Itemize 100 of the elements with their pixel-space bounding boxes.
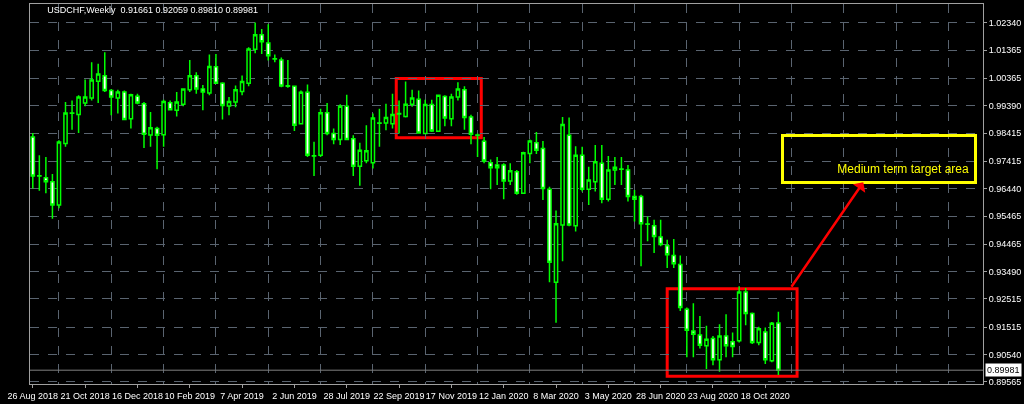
candlestick — [285, 59, 291, 89]
candlestick — [82, 78, 88, 108]
candlestick — [468, 113, 474, 145]
x-tick-label: 7 Apr 2019 — [220, 390, 264, 401]
candlestick — [246, 46, 251, 88]
candlestick — [141, 101, 147, 149]
y-tick-label: 1.02340 — [988, 17, 1022, 28]
x-tick-label: 16 Dec 2018 — [111, 390, 163, 401]
x-tick-label: 21 Oct 2018 — [60, 390, 110, 401]
y-tick-label: 1.01365 — [988, 45, 1022, 56]
candlestick — [364, 124, 369, 165]
candlestick — [226, 96, 232, 117]
y-tick-label: 1.00365 — [988, 73, 1022, 84]
candlestick — [625, 164, 631, 203]
candlestick — [462, 85, 467, 131]
candlestick — [200, 84, 206, 111]
y-tick-label: 0.98415 — [988, 128, 1022, 139]
candlestick — [370, 112, 376, 170]
candlestick — [776, 311, 781, 376]
candlestick — [154, 126, 160, 171]
candlestick — [605, 155, 611, 203]
candlestick — [148, 111, 153, 148]
x-tick-label: 10 Feb 2019 — [164, 390, 216, 401]
candlestick — [704, 325, 709, 370]
candlestick — [409, 88, 415, 108]
candlestick — [233, 84, 238, 108]
candlestick — [89, 61, 95, 102]
candlestick — [710, 335, 716, 366]
x-tick-label: 2 Jun 2019 — [272, 390, 317, 401]
x-tick-label: 8 Mar 2020 — [533, 390, 579, 401]
candlestick — [69, 99, 75, 131]
candlestick — [540, 140, 546, 201]
candlestick — [684, 306, 690, 359]
candlestick — [488, 158, 493, 190]
candlestick — [265, 23, 271, 62]
candlestick — [449, 92, 454, 128]
candlestick — [723, 313, 729, 359]
x-tick-label: 22 Sep 2019 — [373, 390, 425, 401]
annotation: Medium term target area — [837, 162, 969, 176]
y-tick-label: 0.95465 — [988, 211, 1022, 222]
candlestick — [717, 323, 722, 373]
candlestick — [651, 219, 657, 254]
candlestick — [396, 99, 402, 135]
candlestick — [278, 56, 284, 88]
candlestick — [135, 92, 140, 106]
x-tick-label: 18 Oct 2020 — [740, 390, 790, 401]
candlestick — [128, 92, 134, 130]
candlestick — [377, 108, 382, 148]
y-tick-label: 0.91515 — [988, 322, 1022, 333]
y-tick-label: 0.94465 — [988, 239, 1022, 250]
x-tick-label: 3 May 2020 — [584, 390, 632, 401]
candlestick — [638, 194, 644, 267]
candlestick — [612, 156, 618, 186]
candlestick — [619, 156, 624, 186]
candlestick — [573, 145, 578, 233]
candlestick — [193, 71, 199, 95]
candlestick — [50, 173, 55, 220]
candlestick — [475, 132, 480, 158]
candlestick — [553, 209, 559, 324]
candlestick — [76, 94, 81, 134]
candlestick — [122, 89, 127, 122]
candlestick — [390, 92, 395, 130]
candlestick — [272, 53, 278, 63]
candlestick — [383, 103, 389, 131]
candlestick — [520, 151, 526, 195]
candlestick — [671, 238, 677, 269]
y-tick-label: 0.93490 — [988, 266, 1022, 277]
candlestick — [318, 108, 323, 158]
candlestick — [161, 99, 166, 148]
candlestick — [213, 53, 219, 85]
x-tick-label: 12 Jan 2020 — [478, 390, 529, 401]
candlestick — [677, 254, 683, 312]
candlestick — [30, 132, 36, 190]
y-tick-label: 0.99390 — [988, 100, 1022, 111]
candlestick — [664, 239, 670, 269]
y-tick-label: 0.96440 — [988, 183, 1022, 194]
ref-line-label: 0.89981 — [987, 365, 1020, 375]
candlestick — [239, 74, 245, 97]
candlestick — [566, 116, 572, 228]
candlestick — [455, 81, 461, 102]
x-tick-label: 28 Jun 2020 — [635, 390, 686, 401]
candlestick — [560, 116, 565, 262]
candlestick — [645, 215, 650, 242]
x-tick-label: 17 Nov 2019 — [425, 390, 477, 401]
candlestick — [534, 131, 539, 155]
candlestick — [305, 83, 310, 158]
candlestick — [691, 302, 696, 359]
candlestick — [36, 154, 42, 192]
candlestick — [220, 81, 225, 121]
candlestick — [331, 127, 336, 145]
y-tick-label: 0.97415 — [988, 156, 1022, 167]
candlestick — [416, 89, 422, 135]
candlestick — [63, 101, 68, 148]
x-tick-label: 23 Aug 2020 — [687, 390, 739, 401]
candlestick — [658, 219, 664, 248]
candlestick — [697, 315, 703, 350]
x-tick-label: 26 Aug 2018 — [7, 390, 59, 401]
y-tick-label: 0.92515 — [988, 294, 1022, 305]
candlestick — [527, 138, 533, 165]
x-tick-label: 28 Jul 2019 — [323, 390, 370, 401]
